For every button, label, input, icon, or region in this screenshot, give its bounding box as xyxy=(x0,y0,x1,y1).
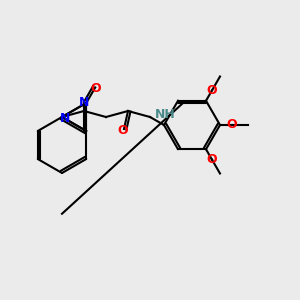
Text: O: O xyxy=(118,124,128,136)
Text: N: N xyxy=(79,95,89,109)
Text: O: O xyxy=(207,84,217,97)
Text: NH: NH xyxy=(155,109,176,122)
Text: N: N xyxy=(60,112,70,124)
Text: O: O xyxy=(207,153,217,166)
Text: O: O xyxy=(227,118,237,131)
Text: O: O xyxy=(90,82,101,95)
